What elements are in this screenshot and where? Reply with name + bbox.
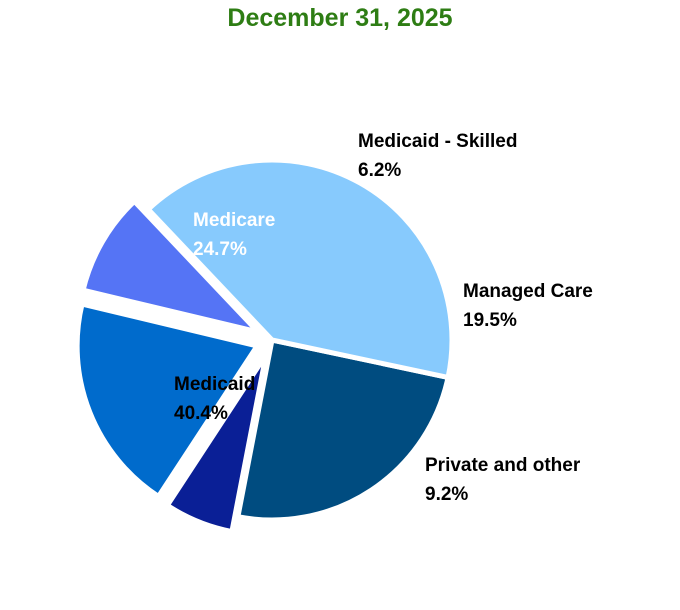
slice-label-medicaid: Medicaid (174, 374, 255, 395)
pie-slice-medicare (235, 337, 451, 523)
slice-value-medicaid: 40.4% (174, 403, 228, 424)
slice-value-medicare: 24.7% (193, 239, 247, 260)
chart-title: December 31, 2025 (227, 4, 453, 32)
slice-label-medicaid-skilled: Medicaid - Skilled (358, 131, 517, 152)
slice-label-managed-care: Managed Care (463, 281, 593, 302)
slice-label-private-and-other: Private and other (425, 455, 581, 476)
pie-slice-medicaid-skilled (164, 352, 269, 535)
slice-value-medicaid-skilled: 6.2% (358, 160, 401, 181)
slice-value-managed-care: 19.5% (463, 310, 517, 331)
pie-slice-managed-care (74, 301, 260, 499)
pie-slice-private-and-other (80, 198, 261, 335)
slice-value-private-and-other: 9.2% (425, 484, 468, 505)
pie-slice-medicaid (145, 157, 455, 380)
slice-label-medicare: Medicare (193, 210, 275, 231)
